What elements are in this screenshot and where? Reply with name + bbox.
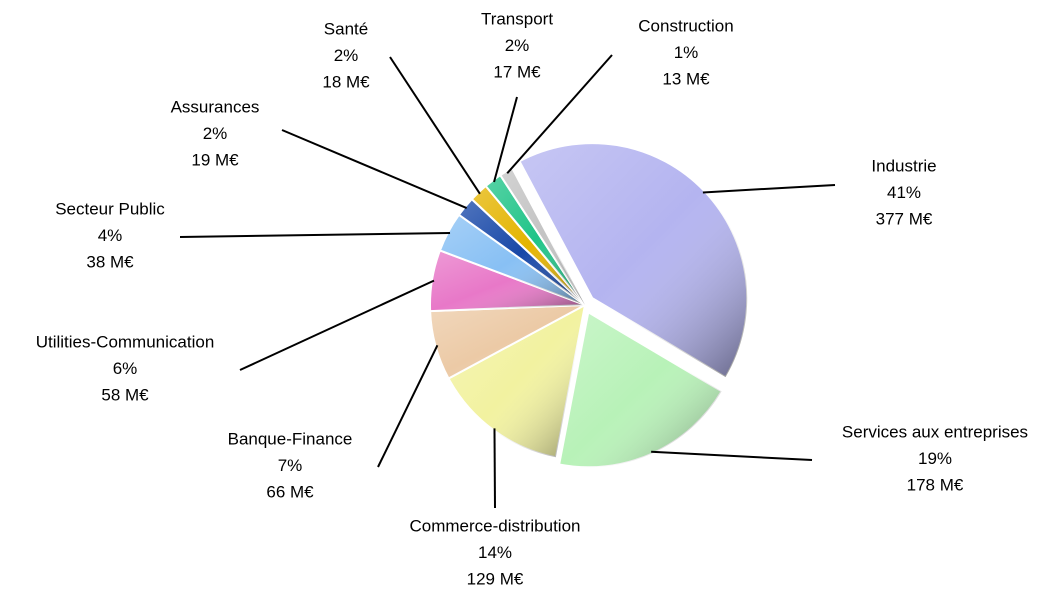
slice-percent: 6% [113, 359, 138, 378]
leader-line [281, 129, 468, 209]
slice-shade [430, 305, 585, 379]
slice-label: Transport [481, 9, 553, 28]
slice-shade [458, 199, 585, 305]
slice-shade [500, 168, 585, 305]
slice-percent: 41% [887, 183, 921, 202]
slice-percent: 14% [478, 543, 512, 562]
slice-label: Assurances [171, 97, 260, 116]
slice-label: Services aux entreprises [842, 422, 1028, 441]
slice-percent: 1% [674, 43, 699, 62]
leader-line [702, 184, 836, 194]
slice-percent: 4% [98, 226, 123, 245]
slice-value: 38 M€ [86, 252, 134, 271]
slice-percent: 2% [505, 36, 530, 55]
leader-line [651, 450, 813, 461]
slice-label: Industrie [871, 156, 936, 175]
slice-label: Secteur Public [55, 199, 165, 218]
slice-label: Santé [324, 19, 368, 38]
slice-percent: 2% [334, 46, 359, 65]
slice-label: Commerce-distribution [410, 516, 581, 535]
leader-line [239, 279, 435, 371]
slice-value: 66 M€ [266, 482, 314, 501]
slice-shade [485, 175, 585, 305]
slice-percent: 19% [918, 449, 952, 468]
slice-shade [439, 214, 585, 305]
slice-shade [429, 250, 585, 312]
slice-label: Construction [638, 16, 733, 35]
slice-value: 58 M€ [101, 385, 149, 404]
leader-line [377, 344, 439, 468]
leader-line [179, 231, 451, 238]
slice-label: Banque-Finance [228, 429, 353, 448]
leader-line [506, 54, 613, 174]
leader-line [389, 56, 481, 195]
slice-percent: 2% [203, 124, 228, 143]
slice-value: 178 M€ [907, 475, 964, 494]
slice-value: 18 M€ [322, 72, 370, 91]
leader-line [493, 428, 496, 509]
slice-value: 17 M€ [493, 62, 541, 81]
slice-label: Utilities-Communication [36, 332, 215, 351]
slice-shade [559, 312, 722, 468]
slice-value: 129 M€ [467, 569, 524, 588]
slice-value: 19 M€ [191, 150, 239, 169]
leader-line [493, 96, 518, 183]
slice-value: 13 M€ [662, 69, 710, 88]
slice-percent: 7% [278, 456, 303, 475]
slice-shade [448, 305, 585, 458]
slice-value: 377 M€ [876, 209, 933, 228]
slice-shade [519, 143, 748, 378]
slice-shade [471, 185, 585, 305]
